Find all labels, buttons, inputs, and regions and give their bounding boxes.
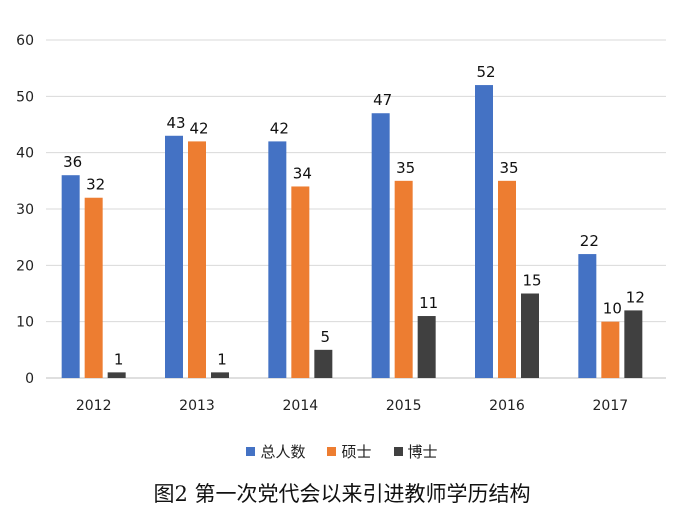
- x-tick-label: 2016: [489, 398, 525, 414]
- legend-label-total: 总人数: [260, 442, 306, 461]
- data-label: 43: [166, 114, 185, 132]
- bar: [107, 372, 126, 378]
- y-tick-label: 50: [16, 89, 34, 105]
- data-label: 42: [270, 119, 289, 137]
- bar: [61, 175, 80, 378]
- x-tick-label: 2013: [179, 398, 215, 414]
- legend-swatch-total: [246, 446, 256, 456]
- data-label: 35: [499, 159, 518, 177]
- y-tick-label: 20: [16, 258, 34, 274]
- y-tick-label: 30: [16, 202, 34, 218]
- legend-swatch-master: [327, 446, 337, 456]
- data-label: 12: [626, 288, 645, 306]
- legend-label-doctor: 博士: [407, 442, 438, 461]
- data-label: 35: [396, 159, 415, 177]
- x-tick-label: 2012: [76, 398, 112, 414]
- bar: [475, 85, 493, 379]
- data-label: 52: [476, 63, 495, 81]
- legend-item-doctor: 博士: [393, 441, 438, 462]
- bar: [578, 254, 597, 378]
- legend-item-total: 总人数: [246, 441, 305, 462]
- legend-swatch-doctor: [393, 446, 403, 456]
- data-label: 36: [63, 153, 82, 171]
- bar: [601, 321, 620, 378]
- y-tick-label: 60: [16, 33, 34, 49]
- bar: [165, 135, 183, 378]
- bar: [521, 293, 539, 378]
- data-label: 32: [86, 176, 105, 194]
- bar: [371, 113, 390, 378]
- x-tick-label: 2014: [283, 398, 319, 414]
- legend-item-master: 硕士: [327, 441, 372, 462]
- bar: [84, 197, 103, 378]
- x-tick-label: 2017: [593, 398, 629, 414]
- bar: [314, 349, 333, 378]
- chart-legend: 总人数 硕士 博士: [0, 440, 684, 462]
- y-tick-label: 0: [25, 371, 34, 387]
- data-label: 5: [321, 328, 331, 346]
- data-label: 42: [189, 119, 208, 137]
- y-tick-label: 40: [16, 146, 34, 162]
- data-label: 22: [580, 232, 599, 250]
- y-tick-label: 10: [16, 315, 34, 331]
- data-label: 15: [522, 272, 541, 290]
- bar: [268, 141, 287, 378]
- bar: [498, 180, 516, 378]
- bar: [188, 141, 206, 378]
- bar: [211, 372, 229, 378]
- data-label: 47: [373, 91, 392, 109]
- figure-caption: 图2 第一次党代会以来引进教师学历结构: [153, 482, 531, 506]
- x-tick-label: 2015: [386, 398, 422, 414]
- bar: [394, 180, 413, 378]
- bar: [417, 316, 436, 378]
- data-label: 1: [114, 350, 124, 368]
- data-label: 34: [293, 164, 312, 182]
- data-label: 1: [217, 350, 227, 368]
- bar: [624, 310, 643, 378]
- legend-label-master: 硕士: [341, 442, 372, 461]
- data-label: 11: [419, 294, 438, 312]
- bar: [291, 186, 310, 378]
- data-label: 10: [603, 300, 622, 318]
